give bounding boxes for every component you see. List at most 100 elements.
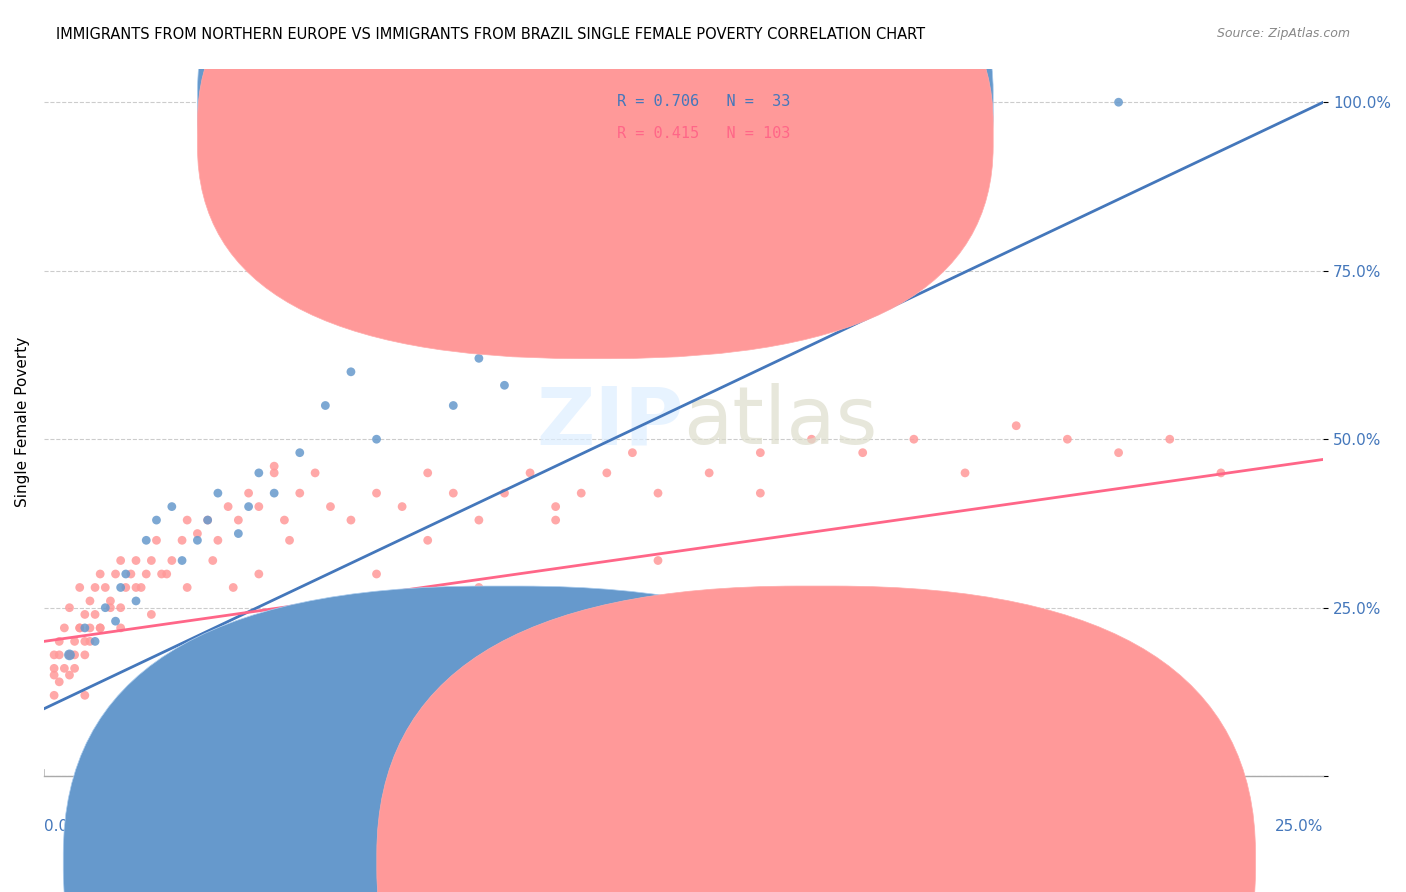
Point <box>288 486 311 500</box>
Point <box>42 648 65 662</box>
Point <box>494 378 516 392</box>
Point <box>135 566 157 581</box>
Point <box>647 486 669 500</box>
Point <box>53 621 76 635</box>
Point <box>1209 466 1232 480</box>
Text: 25.0%: 25.0% <box>1275 819 1323 834</box>
Point <box>84 634 107 648</box>
Point <box>749 486 772 500</box>
Point <box>222 581 245 595</box>
Point <box>366 486 388 500</box>
Point <box>544 500 567 514</box>
Point <box>125 594 148 608</box>
Point <box>73 607 96 622</box>
Point <box>647 553 669 567</box>
Point <box>89 566 111 581</box>
Point <box>141 553 163 567</box>
Point <box>73 634 96 648</box>
Point <box>156 566 179 581</box>
Point <box>852 196 875 211</box>
Point <box>228 513 250 527</box>
Point <box>114 566 136 581</box>
Point <box>170 553 193 567</box>
Point <box>110 581 132 595</box>
Point <box>263 459 285 474</box>
Point <box>79 634 101 648</box>
Text: R = 0.706   N =  33: R = 0.706 N = 33 <box>617 94 790 109</box>
Text: atlas: atlas <box>683 384 877 461</box>
Point <box>114 581 136 595</box>
Point <box>73 688 96 702</box>
Point <box>391 500 413 514</box>
Point <box>207 533 229 548</box>
Point <box>89 621 111 635</box>
Point <box>48 634 70 648</box>
Point <box>596 310 619 325</box>
Point <box>53 661 76 675</box>
Point <box>160 702 183 716</box>
Point <box>749 445 772 459</box>
Point <box>129 581 152 595</box>
Point <box>596 466 619 480</box>
Point <box>58 600 80 615</box>
Point <box>1159 432 1181 446</box>
Point <box>42 688 65 702</box>
Point <box>238 486 260 500</box>
Point <box>569 486 592 500</box>
Point <box>314 600 336 615</box>
Point <box>84 607 107 622</box>
Point <box>1056 432 1078 446</box>
Y-axis label: Single Female Poverty: Single Female Poverty <box>15 337 30 508</box>
Point <box>366 432 388 446</box>
Point <box>84 581 107 595</box>
FancyBboxPatch shape <box>197 0 993 326</box>
Point <box>544 513 567 527</box>
Point <box>69 581 91 595</box>
FancyBboxPatch shape <box>197 0 993 359</box>
Point <box>58 648 80 662</box>
Point <box>494 486 516 500</box>
Point <box>544 331 567 345</box>
Point <box>110 715 132 730</box>
Point <box>247 566 270 581</box>
Point <box>391 230 413 244</box>
Point <box>468 581 491 595</box>
Point <box>749 263 772 277</box>
Point <box>519 466 541 480</box>
Text: Immigrants from Brazil: Immigrants from Brazil <box>844 854 1004 868</box>
Point <box>150 566 173 581</box>
Point <box>110 621 132 635</box>
Point <box>58 648 80 662</box>
Point <box>48 674 70 689</box>
Point <box>73 648 96 662</box>
Point <box>340 365 363 379</box>
Point <box>145 533 167 548</box>
Point <box>42 661 65 675</box>
Point <box>94 581 117 595</box>
Point <box>468 351 491 366</box>
Point <box>647 284 669 298</box>
Point <box>416 533 439 548</box>
Point <box>621 445 644 459</box>
Point <box>697 466 720 480</box>
Point <box>89 621 111 635</box>
Point <box>69 621 91 635</box>
Point <box>201 553 224 567</box>
Point <box>69 621 91 635</box>
Point <box>110 553 132 567</box>
Point <box>197 513 219 527</box>
Point <box>238 500 260 514</box>
Point <box>340 513 363 527</box>
Text: ZIP: ZIP <box>536 384 683 461</box>
Point <box>366 566 388 581</box>
Point <box>104 614 127 628</box>
Point <box>263 466 285 480</box>
Point <box>263 486 285 500</box>
Point <box>288 445 311 459</box>
Point <box>79 621 101 635</box>
Point <box>100 600 122 615</box>
Point <box>228 526 250 541</box>
Point <box>63 648 86 662</box>
Point <box>207 486 229 500</box>
Point <box>104 566 127 581</box>
